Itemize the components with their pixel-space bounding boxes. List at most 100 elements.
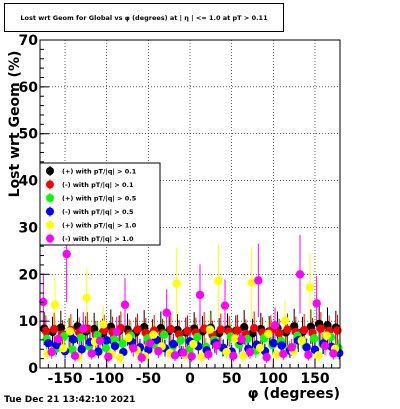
axis-ticks: -150 -100 -50 0 50 100 150 0 10 20 30 40 50 60 70 [19,33,333,387]
data-point [44,338,53,348]
y-tick-label: 20 [19,267,39,283]
data-point [54,334,63,344]
data-point [249,323,259,333]
data-point [41,326,51,336]
data-point [216,325,226,334]
legend-box [39,162,161,246]
data-point [65,327,75,336]
data-point [115,353,125,362]
data-point [205,325,215,334]
data-point [204,350,213,359]
x-tick-label: 50 [222,371,242,387]
y-tick-label: 0 [28,361,38,377]
data-point [239,323,249,332]
data-point [77,345,86,354]
data-point [154,346,163,356]
data-point [101,343,111,353]
data-point [247,278,256,287]
data-point [82,293,91,302]
data-point [169,339,178,349]
data-point [159,330,169,339]
data-point [47,347,56,357]
data-point [62,249,71,259]
data-point [302,343,311,352]
data-point [49,324,59,334]
data-point [109,335,119,344]
legend-entry: (-) with pT/|q| > 0.1 [62,181,134,190]
data-point [309,334,319,343]
data-point [269,338,278,348]
data-point [230,334,240,343]
data-point [145,338,155,348]
data-point [144,345,153,354]
data-point [172,279,181,288]
y-tick-label: 40 [19,174,39,190]
x-tick-label: -150 [47,371,82,387]
data-point [305,283,315,292]
data-point [314,351,323,360]
legend: (+) with pT/|q| > 0.1 (-) with pT/|q| > 0… [39,162,161,246]
data-point [237,335,246,344]
data-point [295,270,305,279]
data-points [39,249,344,362]
data-point [187,352,196,361]
data-point [162,308,171,317]
x-tick-label: 100 [259,371,288,387]
data-point [70,351,80,361]
data-point [79,324,88,333]
data-point [279,349,288,359]
x-tick-label: -50 [136,371,162,387]
data-point [94,347,103,356]
data-point [56,323,66,332]
data-point [76,333,86,342]
data-point [262,353,271,362]
x-tick-label: -100 [89,371,124,387]
data-point [170,351,180,360]
data-point [166,324,176,334]
data-point [118,339,127,348]
y-tick-label: 10 [19,314,39,330]
data-point [197,352,206,361]
chart-title-box: Lost wrt Geom for Global vs φ (degrees) … [4,3,284,32]
data-point [110,341,120,351]
data-point [322,331,331,340]
legend-entry: (-) with pT/|q| > 1.0 [62,235,134,244]
data-point [254,276,263,285]
data-point [312,299,321,308]
x-axis-label: φ (degrees) [247,386,340,402]
x-tick-label: 0 [185,371,195,387]
data-point [95,336,105,346]
data-point [229,351,238,361]
data-point [316,324,326,333]
data-point [299,325,309,335]
data-point [233,326,242,335]
data-point [304,350,313,360]
data-point [104,352,113,361]
data-point [189,339,198,349]
data-point [129,344,138,353]
data-point [214,276,223,286]
y-tick-label: 50 [19,127,39,143]
legend-marker [46,221,54,229]
data-point [280,316,290,325]
data-point [102,336,111,345]
x-tick-label: 150 [300,371,329,387]
data-point [287,343,296,352]
data-point [239,351,248,361]
legend-entry: (+) with pT/|q| > 0.1 [62,168,137,177]
data-point [329,349,338,358]
data-point [195,290,205,300]
legend-entry: (-) with pT/|q| > 0.5 [62,208,134,217]
data-point [220,301,230,310]
legend-marker [46,180,54,189]
data-point [112,327,121,337]
chart-title: Lost wrt Geom for Global vs φ (degrees) … [20,13,268,22]
data-point [255,343,265,353]
legend-marker [46,194,54,202]
y-tick-label: 70 [19,33,39,49]
data-point [320,341,330,351]
data-point [270,321,280,330]
y-axis-label: Lost wrt Geom (%) [7,50,23,198]
data-point [99,320,108,329]
